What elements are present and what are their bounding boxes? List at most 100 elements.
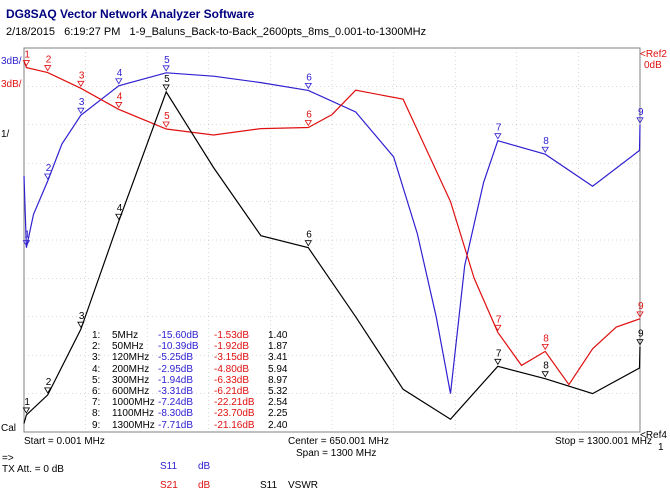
marker-frequency: 200MHz bbox=[112, 363, 150, 375]
marker-1-label: 1 bbox=[24, 50, 30, 61]
marker-8-triangle bbox=[541, 343, 549, 351]
marker-frequency: 5MHz bbox=[112, 330, 139, 341]
marker-vswr: 8.97 bbox=[268, 374, 288, 386]
marker-6-label: 6 bbox=[306, 230, 312, 241]
marker-3-label: 3 bbox=[79, 97, 85, 108]
stop-frequency: Stop = 1300.001 MHz bbox=[555, 436, 653, 447]
marker-3-triangle bbox=[77, 107, 85, 114]
trace2-unit[interactable]: dB bbox=[198, 480, 211, 491]
marker-s11-db: -5.25dB bbox=[158, 352, 194, 364]
start-frequency: Start = 0.001 MHz bbox=[24, 436, 105, 447]
marker-s21-db: -22.21dB bbox=[214, 397, 255, 409]
marker-5-triangle bbox=[162, 121, 170, 128]
marker-frequency: 1100MHz bbox=[112, 408, 155, 420]
marker-4-label: 4 bbox=[117, 68, 123, 79]
marker-1-label: 1 bbox=[24, 230, 30, 241]
marker-4-triangle bbox=[115, 102, 123, 109]
trace2-name[interactable]: S21 bbox=[160, 480, 178, 491]
tx-attenuation: TX Att. = 0 dB bbox=[2, 464, 64, 475]
marker-2-triangle bbox=[43, 387, 52, 394]
subtitle-date: 2/18/2015 bbox=[6, 26, 55, 38]
marker-8-label: 8 bbox=[543, 136, 549, 147]
marker-s21-db: -3.15dB bbox=[214, 352, 250, 364]
marker-vswr: 3.41 bbox=[268, 352, 288, 364]
s11-db-trace bbox=[23, 72, 641, 394]
trace1-unit[interactable]: dB bbox=[198, 461, 211, 472]
marker-5-label: 5 bbox=[164, 111, 170, 122]
marker-7-triangle bbox=[494, 358, 502, 366]
arrow-indicator: => bbox=[2, 453, 14, 464]
subtitle-time: 6:19:27 PM bbox=[64, 26, 121, 38]
marker-5-label: 5 bbox=[164, 74, 170, 85]
marker-number: 5: bbox=[92, 374, 101, 386]
trace1-name[interactable]: S11 bbox=[160, 461, 178, 472]
marker-8-triangle bbox=[541, 371, 549, 378]
marker-9-triangle bbox=[636, 311, 644, 318]
s11-vswr-trace bbox=[23, 90, 641, 424]
marker-6-triangle bbox=[304, 82, 313, 90]
marker-frequency: 120MHz bbox=[112, 352, 150, 364]
marker-s11-db: -1.94dB bbox=[158, 374, 194, 386]
marker-9-label: 9 bbox=[638, 329, 644, 340]
marker-9-label: 9 bbox=[638, 301, 644, 312]
ref2-label: <Ref2 bbox=[640, 49, 667, 60]
marker-6-label: 6 bbox=[306, 72, 312, 83]
marker-4-triangle bbox=[115, 78, 123, 85]
marker-5-label: 5 bbox=[164, 55, 170, 66]
vswr-scale-label: 1/ bbox=[1, 129, 10, 140]
marker-s21-db: -6.33dB bbox=[214, 374, 250, 386]
marker-frequency: 300MHz bbox=[112, 374, 150, 386]
trace3-name[interactable]: S11 bbox=[260, 480, 278, 491]
marker-number: 9: bbox=[92, 419, 101, 431]
s21-scale-label: 3dB/ bbox=[1, 79, 22, 90]
marker-number: 3: bbox=[92, 352, 101, 364]
marker-4-label: 4 bbox=[117, 91, 123, 102]
marker-2-label: 2 bbox=[46, 55, 52, 66]
marker-6-label: 6 bbox=[306, 109, 312, 120]
marker-1-triangle bbox=[22, 60, 31, 67]
marker-vswr: 2.54 bbox=[268, 397, 288, 409]
marker-7-label: 7 bbox=[496, 348, 502, 359]
marker-s21-db: -23.70dB bbox=[214, 408, 255, 420]
marker-frequency: 50MHz bbox=[112, 341, 144, 353]
marker-s21-db: -21.16dB bbox=[214, 419, 255, 431]
marker-3-label: 3 bbox=[79, 311, 85, 322]
marker-7-label: 7 bbox=[496, 123, 502, 134]
marker-9-label: 9 bbox=[638, 107, 644, 118]
marker-8-triangle bbox=[541, 146, 549, 154]
marker-vswr: 5.94 bbox=[268, 363, 288, 375]
marker-7-triangle bbox=[494, 324, 502, 332]
marker-4-triangle bbox=[115, 213, 123, 221]
marker-number: 1: bbox=[92, 330, 101, 341]
marker-s11-db: -3.31dB bbox=[158, 386, 194, 397]
marker-s11-db: -2.95dB bbox=[158, 363, 194, 375]
trace3-unit[interactable]: VSWR bbox=[288, 480, 318, 491]
center-frequency: Center = 650.001 MHz bbox=[288, 436, 389, 447]
marker-6-triangle bbox=[304, 120, 313, 127]
marker-s21-db: -4.80dB bbox=[214, 363, 250, 375]
marker-1-label: 1 bbox=[24, 397, 30, 408]
ref4-label: <Ref4 bbox=[640, 430, 667, 441]
subtitle: 2/18/2015 6:19:27 PM 1-9_Baluns_Back-to-… bbox=[6, 26, 426, 38]
s11-scale-label: 3dB/ bbox=[1, 56, 22, 67]
marker-8-label: 8 bbox=[543, 333, 549, 344]
marker-s21-db: -1.53dB bbox=[214, 330, 250, 341]
marker-7-label: 7 bbox=[496, 314, 502, 325]
marker-s11-db: -7.24dB bbox=[158, 397, 194, 409]
marker-number: 2: bbox=[92, 341, 101, 353]
cal-label: Cal bbox=[1, 423, 17, 434]
marker-2-triangle bbox=[43, 65, 52, 72]
marker-9-triangle bbox=[636, 117, 644, 124]
marker-number: 7: bbox=[92, 397, 101, 409]
marker-2-label: 2 bbox=[46, 377, 52, 388]
app-title: DG8SAQ Vector Network Analyzer Software bbox=[6, 7, 255, 21]
marker-s21-db: -6.21dB bbox=[214, 386, 250, 397]
marker-s11-db: -10.39dB bbox=[158, 341, 199, 353]
s21-db-trace bbox=[23, 60, 641, 386]
marker-7-triangle bbox=[494, 133, 502, 140]
marker-3-triangle bbox=[77, 80, 85, 88]
subtitle-file: 1-9_Baluns_Back-to-Back_2600pts_8ms_0.00… bbox=[129, 26, 427, 38]
marker-frequency: 600MHz bbox=[112, 386, 150, 397]
vswr-ref-label: 1 bbox=[658, 442, 664, 453]
